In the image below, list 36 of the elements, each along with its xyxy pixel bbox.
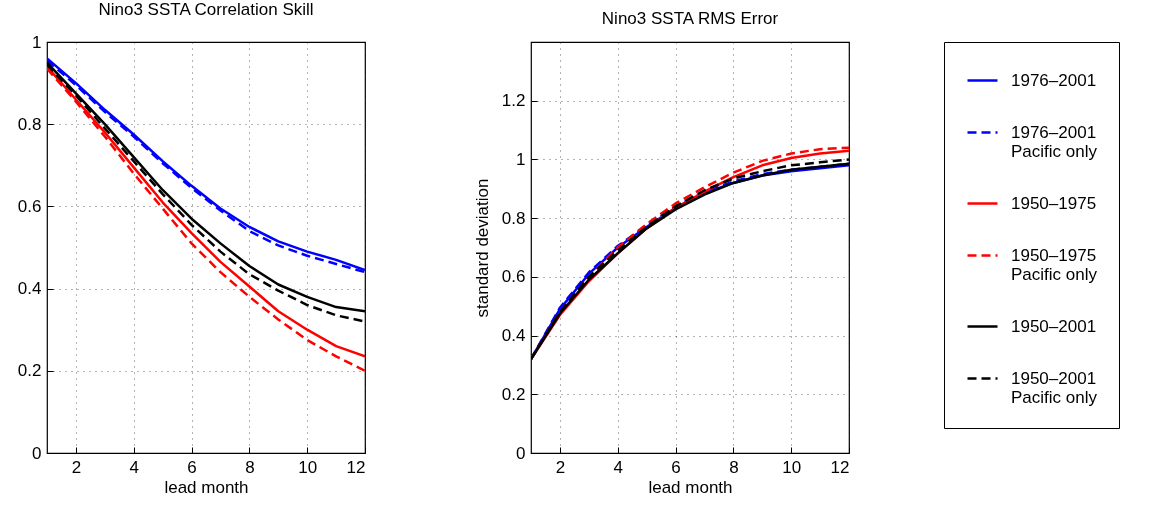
y-tick-label: 0.2 [17, 361, 42, 381]
x-tick-label: 10 [298, 457, 318, 477]
chart-title: Nino3 SSTA RMS Error [601, 8, 779, 28]
x-tick-label: 10 [782, 457, 802, 477]
y-tick-label: 0.4 [17, 279, 42, 299]
legend-label: 1976–2001 [1011, 70, 1097, 90]
x-tick-label: 12 [830, 457, 850, 477]
x-tick-label: 4 [613, 457, 623, 477]
x-tick-label: 4 [129, 457, 139, 477]
y-tick-label: 0.8 [17, 114, 42, 134]
x-tick-label: 8 [729, 457, 739, 477]
x-tick-label: 6 [671, 457, 681, 477]
y-tick-label: 1.2 [501, 91, 526, 111]
x-axis-title: lead month [648, 477, 733, 497]
legend-label: 1950–2001 Pacific only [1011, 368, 1098, 407]
x-tick-label: 12 [346, 457, 366, 477]
y-tick-label: 0.2 [501, 384, 526, 404]
y-tick-label: 0.4 [501, 326, 526, 346]
legend-label: 1950–1975 Pacific only [1011, 245, 1098, 284]
x-tick-label: 6 [187, 457, 197, 477]
legend-label: 1950–2001 [1011, 316, 1097, 336]
chart-title: Nino3 SSTA Correlation Skill [98, 0, 314, 19]
x-tick-label: 8 [245, 457, 255, 477]
legend-label: 1950–1975 [1011, 193, 1097, 213]
x-tick-label: 2 [71, 457, 82, 477]
y-tick-label: 1 [32, 32, 42, 52]
y-tick-label: 0 [32, 443, 42, 463]
y-tick-label: 0.6 [501, 267, 526, 287]
y-tick-label: 0 [516, 443, 526, 463]
y-tick-label: 0.6 [17, 196, 42, 216]
y-tick-label: 0.8 [501, 208, 526, 228]
y-axis-title: standard deviation [472, 178, 492, 318]
y-tick-label: 1 [516, 149, 526, 169]
x-axis-title: lead month [164, 477, 249, 497]
x-tick-label: 2 [555, 457, 566, 477]
legend-label: 1976–2001 Pacific only [1011, 122, 1098, 161]
